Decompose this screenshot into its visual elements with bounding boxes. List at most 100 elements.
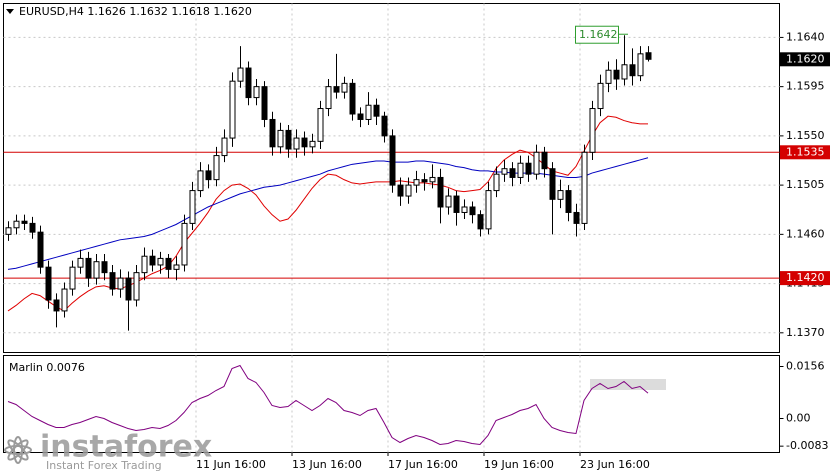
candle-body	[549, 168, 556, 200]
candle-body	[165, 257, 172, 270]
x-tick-label: 23 Jun 16:00	[580, 458, 650, 471]
watermark-subtitle: Instant Forex Trading	[46, 459, 162, 472]
indicator-line	[7, 364, 649, 446]
candle-body	[341, 82, 348, 93]
candle-body	[181, 222, 188, 266]
logo-petal	[4, 445, 32, 455]
candle-body	[237, 67, 244, 82]
high-marker-label: 1.1642	[579, 28, 618, 41]
candle-body	[541, 151, 548, 170]
candle-body	[277, 129, 284, 148]
candle-body	[317, 108, 324, 142]
candle-body	[405, 184, 412, 197]
candle-body	[397, 184, 404, 197]
candle-body	[461, 206, 468, 213]
candle-body	[189, 190, 196, 224]
candle-body	[357, 113, 364, 120]
candle-body	[349, 82, 356, 115]
y-tick-label: 0.00	[786, 412, 811, 425]
candle-body	[437, 176, 444, 208]
candle-body	[21, 220, 28, 224]
candle-body	[589, 108, 596, 153]
candle-body	[373, 104, 380, 117]
candle-body	[77, 257, 84, 268]
candle-body	[141, 255, 148, 274]
candle-body	[629, 64, 636, 77]
candle-body	[389, 135, 396, 186]
candle-body	[453, 195, 460, 213]
candle-body	[365, 104, 372, 120]
candle-body	[613, 69, 620, 80]
moving-average	[7, 157, 649, 270]
candle-body	[85, 257, 92, 279]
price-label: 1.1535	[786, 145, 825, 158]
candle-body	[125, 277, 132, 301]
candle-body	[149, 255, 156, 266]
indicator-frame	[3, 355, 780, 453]
x-tick-label: 17 Jun 16:00	[388, 458, 458, 471]
y-tick-label: 1.1505	[786, 178, 825, 191]
candle-body	[5, 227, 12, 235]
candle-body	[301, 137, 308, 148]
candle-body	[261, 86, 268, 120]
logo-petal	[7, 439, 29, 461]
candle-body	[429, 176, 436, 183]
candle-body	[269, 118, 276, 148]
price-label: 1.1420	[786, 271, 825, 284]
candle-body	[485, 190, 492, 230]
candle-body	[29, 222, 36, 233]
candle-body	[557, 190, 564, 200]
main-frame	[3, 3, 780, 353]
candle-body	[205, 170, 212, 181]
candle-body	[157, 257, 164, 266]
y-tick-label: 1.1550	[786, 129, 825, 142]
y-tick-label: 1.1595	[786, 80, 825, 93]
candle-body	[421, 179, 428, 183]
candle-body	[245, 67, 252, 99]
x-tick-label: 19 Jun 16:00	[484, 458, 554, 471]
y-tick-label: 1.1370	[786, 326, 825, 339]
candle-body	[381, 115, 388, 137]
candle-body	[509, 168, 516, 178]
x-tick-label: 13 Jun 16:00	[292, 458, 362, 471]
candle-body	[45, 266, 52, 301]
candle-body	[13, 220, 20, 229]
candle-body	[285, 129, 292, 150]
title-arrow	[6, 9, 14, 14]
candle-body	[173, 264, 180, 270]
logo-petal	[13, 436, 23, 464]
candle-body	[53, 299, 60, 312]
y-tick-label: 0.0156	[786, 360, 825, 373]
candle-body	[229, 80, 236, 139]
logo-petal	[7, 439, 29, 461]
candle-body	[493, 173, 500, 192]
candle-body	[573, 211, 580, 224]
y-tick-label: 1.1640	[786, 30, 825, 43]
candle-body	[413, 179, 420, 186]
candle-body	[133, 272, 140, 301]
price-label-bg	[780, 271, 830, 286]
candle-body	[69, 266, 76, 290]
watermark: instaforex	[40, 430, 212, 465]
candle-body	[61, 288, 68, 312]
candle-body	[333, 86, 340, 93]
candle-body	[637, 53, 644, 77]
x-tick-label: 11 Jun 16:00	[196, 458, 266, 471]
candle-body	[597, 82, 604, 110]
chart-title: EURUSD,H4 1.1626 1.1632 1.1618 1.1620	[19, 5, 252, 18]
candle-body	[501, 168, 508, 175]
candle-body	[109, 272, 116, 290]
candle-body	[445, 195, 452, 208]
candle-body	[581, 151, 588, 224]
candle-body	[525, 162, 532, 175]
candle-body	[325, 86, 332, 110]
candle-body	[253, 86, 260, 99]
candle-body	[221, 137, 228, 157]
y-tick-label: -0.0083	[786, 439, 828, 452]
candle-body	[293, 137, 300, 150]
y-tick-label: 1.1460	[786, 227, 825, 240]
candle-body	[533, 151, 540, 175]
candle-body	[645, 52, 652, 60]
